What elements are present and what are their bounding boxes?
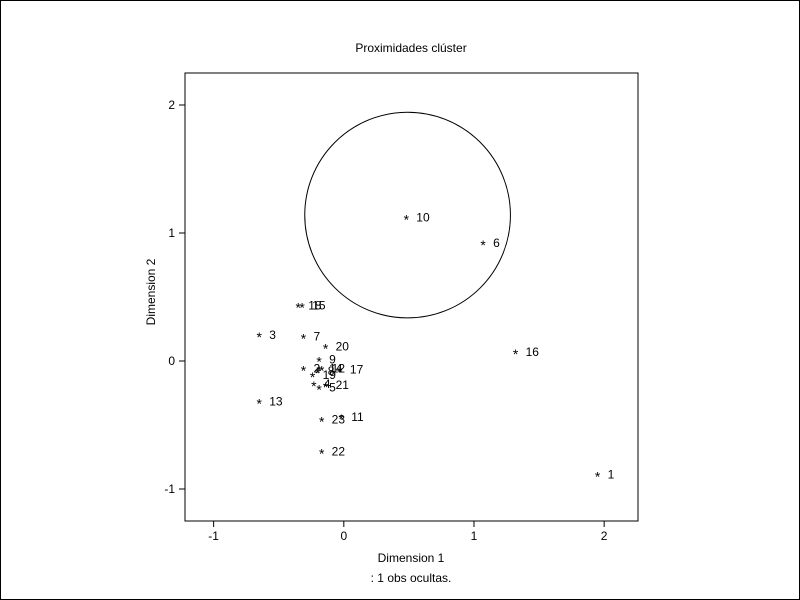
cluster-circle-layer xyxy=(304,111,511,319)
point-marker: * xyxy=(595,469,601,485)
y-tick-label: 1 xyxy=(168,226,175,240)
point-label: 7 xyxy=(313,329,320,343)
point-marker: * xyxy=(296,300,302,316)
point-label: 23 xyxy=(332,413,346,427)
point-marker: * xyxy=(256,329,262,345)
y-axis-label: Dimension 2 xyxy=(144,258,158,325)
x-axis-label: Dimension 1 xyxy=(378,551,445,565)
point-marker: * xyxy=(480,237,486,253)
x-tick-label: -1 xyxy=(208,529,219,543)
point-marker: * xyxy=(301,362,307,378)
point-label: 10 xyxy=(416,210,430,224)
point-label: 4 xyxy=(324,377,331,391)
point-marker: * xyxy=(311,378,317,394)
x-tick-label: 0 xyxy=(340,529,347,543)
point-label: 13 xyxy=(269,395,283,409)
cluster-circle xyxy=(304,111,511,319)
plot-area xyxy=(184,72,639,522)
y-axis-ticks: -1 0 1 2 xyxy=(164,98,185,496)
point-marker: * xyxy=(323,379,329,395)
point-label: 16 xyxy=(526,345,540,359)
scatter-points: * 1* 6* 10* 16* 18* 15* 3 * 7* 20* 9* 14* 12* 2* 8 * 17* 1… xyxy=(256,210,614,484)
y-tick-label: 2 xyxy=(168,98,175,112)
chart-title: Proximidades clúster xyxy=(355,41,466,55)
x-axis-ticks: -1 0 1 2 xyxy=(208,521,608,543)
point-label: 12 xyxy=(332,361,346,375)
point-marker: * xyxy=(338,411,344,427)
point-label: 6 xyxy=(493,236,500,250)
point-marker: * xyxy=(319,362,325,378)
point-marker: * xyxy=(315,365,321,381)
x-tick-label: 1 xyxy=(471,529,478,543)
point-marker: * xyxy=(337,364,343,380)
point-marker: * xyxy=(323,341,329,357)
point-marker: * xyxy=(310,369,316,385)
point-label: 8 xyxy=(328,364,335,378)
point-marker: * xyxy=(316,362,322,378)
point-label: 19 xyxy=(323,368,337,382)
point-label: 22 xyxy=(332,445,346,459)
point-marker: * xyxy=(404,211,410,227)
point-marker: * xyxy=(299,300,305,316)
y-tick-label: 0 xyxy=(168,354,175,368)
point-label: 18 xyxy=(308,299,322,313)
point-label: 3 xyxy=(269,328,276,342)
point-label: 20 xyxy=(336,340,350,354)
point-marker: * xyxy=(319,414,325,430)
footnote: : 1 obs ocultas. xyxy=(371,571,452,585)
point-label: 17 xyxy=(350,363,364,377)
point-marker: * xyxy=(319,446,325,462)
point-label: 11 xyxy=(351,410,364,424)
point-label: 14 xyxy=(329,361,343,375)
point-label: 15 xyxy=(312,299,326,313)
point-marker: * xyxy=(301,330,307,346)
point-label: 5 xyxy=(329,381,336,395)
point-label: 9 xyxy=(329,352,336,366)
point-marker: * xyxy=(513,346,519,362)
point-marker: * xyxy=(316,382,322,398)
point-label: 2 xyxy=(313,361,320,375)
point-label: 1 xyxy=(608,468,615,482)
point-marker: * xyxy=(256,396,262,412)
x-tick-label: 2 xyxy=(601,529,608,543)
y-tick-label: -1 xyxy=(164,482,175,496)
point-label: 21 xyxy=(336,378,350,392)
point-marker: * xyxy=(316,353,322,369)
